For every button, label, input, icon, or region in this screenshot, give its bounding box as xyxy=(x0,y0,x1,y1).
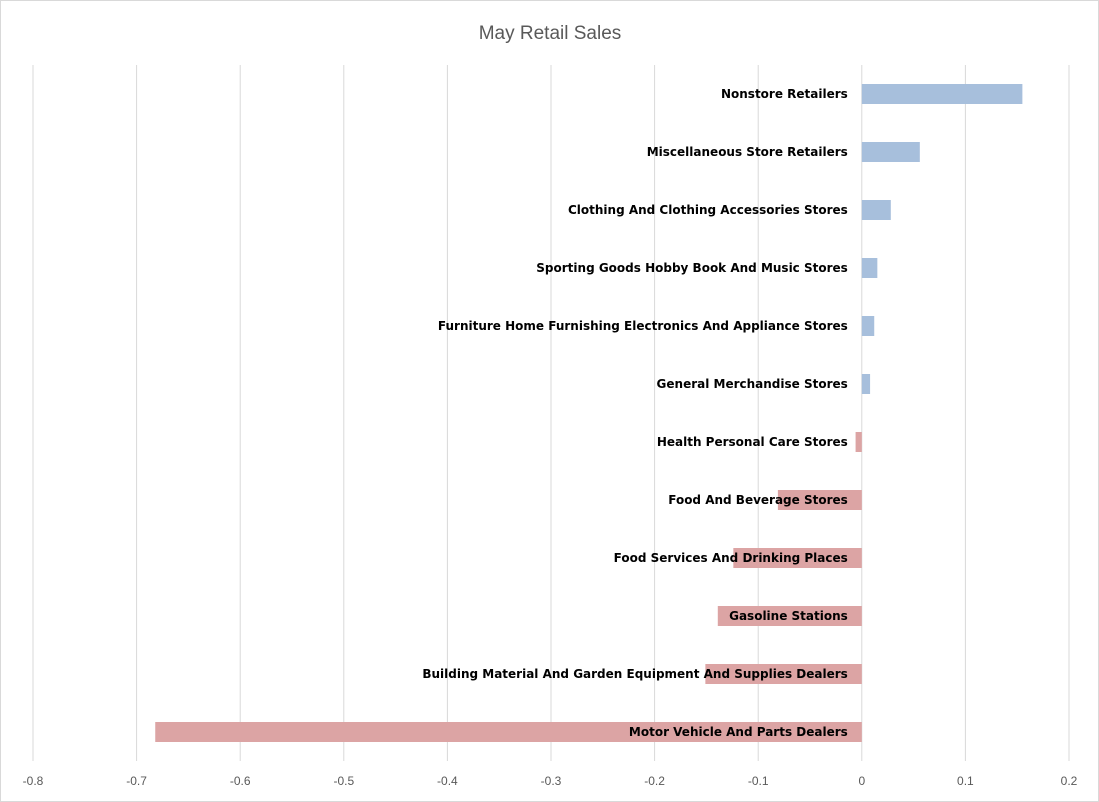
x-axis-ticks: -0.8 -0.7 -0.6 -0.5 -0.4 -0.3 -0.2 -0.1 0 0.1 0.2 xyxy=(23,774,1078,788)
gridlines xyxy=(32,65,1070,761)
x-tick-label: -0.1 xyxy=(748,774,769,788)
bar xyxy=(155,722,862,742)
x-tick-label: -0.3 xyxy=(541,774,562,788)
category-label: Clothing And Clothing Accessories Stores xyxy=(568,203,848,217)
category-label: Nonstore Retailers xyxy=(721,87,848,101)
bar xyxy=(777,490,862,510)
x-tick-label: -0.5 xyxy=(333,774,354,788)
category-label: Food And Beverage Stores xyxy=(668,493,848,507)
x-tick-label: 0.1 xyxy=(957,774,974,788)
category-label: Gasoline Stations xyxy=(729,609,848,623)
bar xyxy=(705,664,862,684)
category-label: Miscellaneous Store Retailers xyxy=(647,145,848,159)
category-label: Building Material And Garden Equipment A… xyxy=(422,667,847,681)
bar xyxy=(861,316,875,336)
x-tick-label: 0 xyxy=(858,774,865,788)
category-label: General Merchandise Stores xyxy=(657,377,848,391)
bars xyxy=(155,84,1023,742)
bar xyxy=(861,200,891,220)
x-tick-label: 0.2 xyxy=(1061,774,1078,788)
x-tick-label: -0.4 xyxy=(437,774,458,788)
category-label: Furniture Home Furnishing Electronics An… xyxy=(438,319,848,333)
bar xyxy=(861,142,920,162)
bar xyxy=(717,606,862,626)
bar xyxy=(861,374,871,394)
x-tick-label: -0.7 xyxy=(126,774,147,788)
category-label: Sporting Goods Hobby Book And Music Stor… xyxy=(536,261,848,275)
category-labels: Nonstore Retailers Miscellaneous Store Re… xyxy=(422,87,847,739)
bar xyxy=(861,84,1023,104)
bar xyxy=(855,432,862,452)
x-tick-label: -0.6 xyxy=(230,774,251,788)
x-tick-label: -0.8 xyxy=(23,774,44,788)
bar xyxy=(733,548,862,568)
x-tick-label: -0.2 xyxy=(644,774,665,788)
category-label: Motor Vehicle And Parts Dealers xyxy=(629,725,848,739)
chart-title: May Retail Sales xyxy=(479,23,622,44)
bar xyxy=(861,258,878,278)
category-label: Health Personal Care Stores xyxy=(657,435,848,449)
category-label: Food Services And Drinking Places xyxy=(614,551,848,565)
